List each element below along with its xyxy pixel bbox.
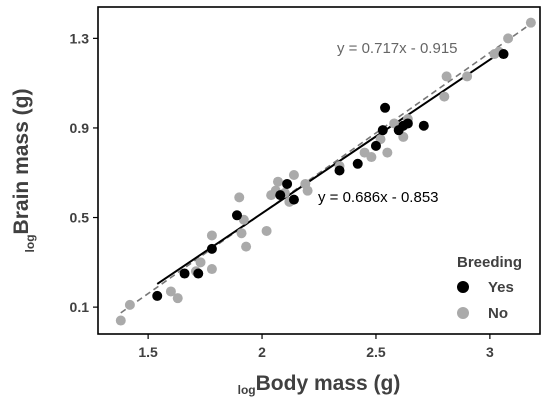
y-tick-label: 0.1 <box>70 299 90 315</box>
data-point-yes <box>498 49 509 60</box>
data-point-no <box>115 315 126 326</box>
data-point-no <box>241 241 252 252</box>
data-point-no <box>503 33 514 44</box>
data-point-yes <box>377 125 388 136</box>
data-point-yes <box>152 290 163 301</box>
data-point-no <box>206 264 217 275</box>
data-point-yes <box>402 118 413 129</box>
data-point-no <box>441 71 452 82</box>
x-tick-label: 2.5 <box>366 344 386 360</box>
data-point-yes <box>275 190 286 201</box>
data-point-yes <box>334 165 345 176</box>
data-point-yes <box>179 268 190 279</box>
data-points <box>115 17 536 326</box>
legend-swatch-yes <box>457 281 469 293</box>
axis-ticks: 1.5 2 2.5 3 0.1 0.5 0.9 1.3 <box>70 30 494 360</box>
data-point-no <box>165 286 176 297</box>
fit-equation-yes: y = 0.686x - 0.853 <box>318 189 439 206</box>
y-axis-title: logBrain mass (g) <box>10 89 37 253</box>
fit-line-no <box>120 23 532 314</box>
y-axis-title-subscript: log <box>23 234 37 252</box>
data-point-yes <box>193 268 204 279</box>
data-point-no <box>234 192 245 203</box>
y-tick-label: 1.3 <box>70 30 90 46</box>
y-axis-title-main: Brain mass (g) <box>10 89 33 235</box>
plot-border <box>97 6 541 335</box>
data-point-no <box>195 257 206 268</box>
data-point-yes <box>231 210 242 221</box>
x-tick-label: 2 <box>258 344 266 360</box>
data-point-no <box>462 71 473 82</box>
data-point-yes <box>370 140 381 151</box>
legend-label-no: No <box>488 305 508 322</box>
data-point-no <box>236 228 247 239</box>
fit-equation-no: y = 0.717x - 0.915 <box>337 40 458 57</box>
data-point-yes <box>206 243 217 254</box>
legend-swatch-no <box>457 307 469 319</box>
data-point-no <box>124 299 135 310</box>
data-point-no <box>172 293 183 304</box>
legend: Breeding Yes No <box>457 254 522 322</box>
data-point-no <box>272 176 283 187</box>
data-point-no <box>525 17 536 28</box>
legend-title: Breeding <box>457 254 522 271</box>
data-point-no <box>206 230 217 241</box>
data-point-no <box>302 185 313 196</box>
x-axis-title-subscript: log <box>238 383 256 397</box>
data-point-yes <box>352 158 363 169</box>
x-tick-label: 3 <box>486 344 494 360</box>
data-point-yes <box>282 178 293 189</box>
x-axis-title-main: Body mass (g) <box>256 372 401 395</box>
y-tick-label: 0.5 <box>70 210 90 226</box>
data-point-no <box>382 147 393 158</box>
x-axis-title: logBody mass (g) <box>238 372 401 397</box>
legend-label-yes: Yes <box>488 279 514 296</box>
x-tick-label: 1.5 <box>138 344 158 360</box>
data-point-yes <box>288 194 299 205</box>
fit-equation-labels: y = 0.686x - 0.853 y = 0.717x - 0.915 <box>318 40 458 206</box>
data-point-no <box>288 169 299 180</box>
data-point-yes <box>380 102 391 113</box>
y-tick-label: 0.9 <box>70 120 90 136</box>
data-point-no <box>366 152 377 163</box>
data-point-no <box>439 91 450 102</box>
data-point-no <box>261 225 272 236</box>
data-point-yes <box>418 120 429 131</box>
